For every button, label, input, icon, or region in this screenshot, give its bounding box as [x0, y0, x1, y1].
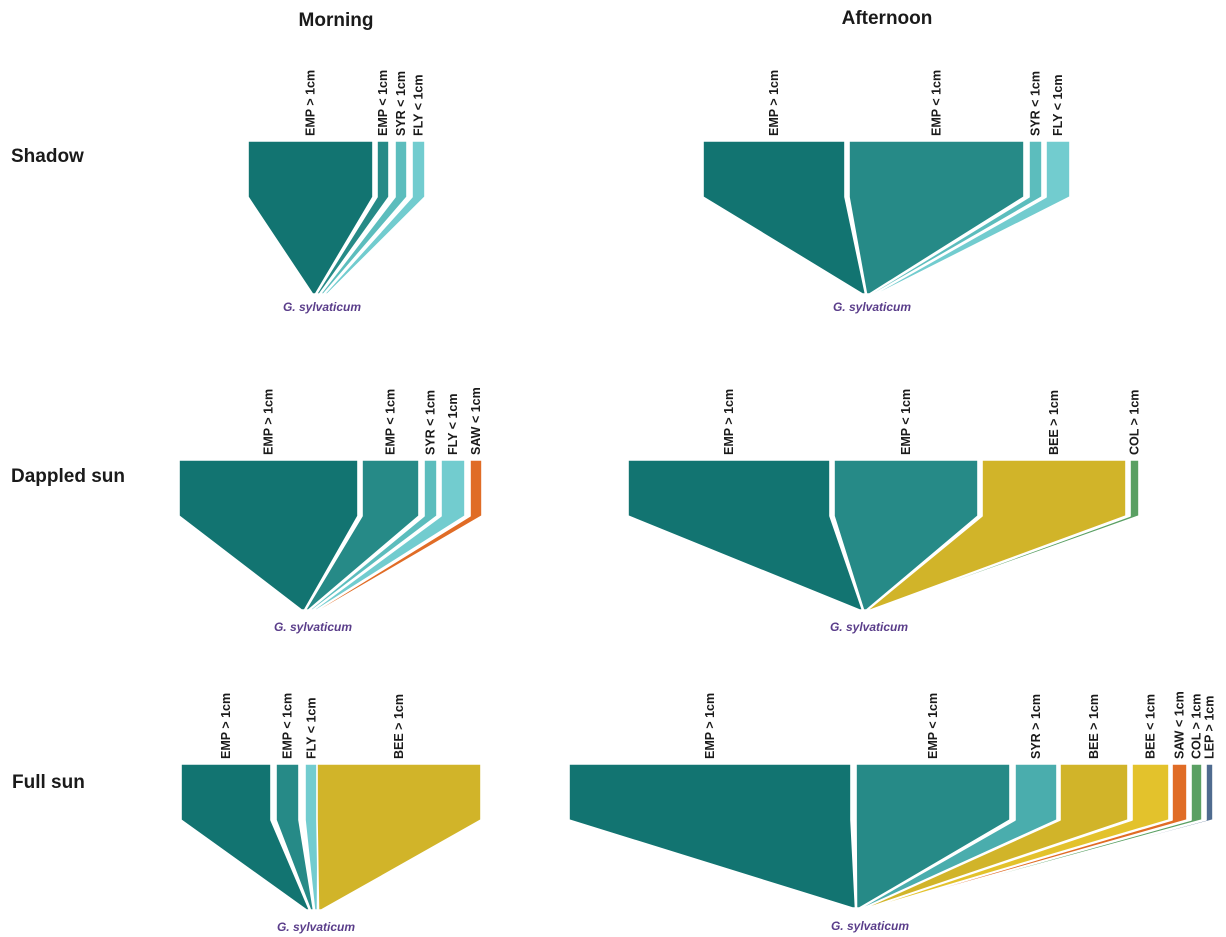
flow-emp-1cm [248, 141, 373, 294]
panel-dappled-morning: EMP > 1cm EMP < 1cm SYR < 1cm FLY < 1cm SAW … [179, 387, 483, 634]
plant-label: G. sylvaticum [277, 920, 355, 934]
panel-full-morning: EMP > 1cm EMP < 1cm FLY < 1cm BEE > 1cm G. s… [181, 693, 481, 934]
flow-bee-1cm [317, 764, 481, 910]
group-label: EMP > 1cm [703, 693, 717, 759]
panel-shadow-afternoon: EMP > 1cm EMP < 1cm SYR < 1cm FLY < 1cm G. s… [703, 70, 1070, 314]
row-label-shadow: Shadow [11, 146, 84, 167]
panel-dappled-afternoon: EMP > 1cm EMP < 1cm BEE > 1cm COL > 1cm G. s… [628, 389, 1142, 634]
group-label: COL > 1cm [1128, 390, 1142, 455]
group-label: SYR < 1cm [394, 71, 408, 136]
group-label: FLY < 1cm [412, 75, 426, 137]
group-label: COL > 1cm [1190, 694, 1204, 759]
group-label: EMP < 1cm [376, 70, 390, 136]
plant-label: G. sylvaticum [833, 300, 911, 314]
plant-label: G. sylvaticum [830, 620, 908, 634]
plant-label: G. sylvaticum [283, 300, 361, 314]
column-title-afternoon: Afternoon [842, 8, 933, 29]
plant-label: G. sylvaticum [831, 919, 909, 933]
panel-full-afternoon: EMP > 1cm EMP < 1cm SYR > 1cm BEE > 1cm BEE … [569, 691, 1217, 933]
flow-emp-1cm [628, 460, 863, 610]
column-title-morning: Morning [299, 10, 374, 31]
group-label: EMP > 1cm [304, 70, 318, 136]
group-label: BEE > 1cm [1047, 390, 1061, 455]
group-label: EMP < 1cm [930, 70, 944, 136]
group-label: FLY < 1cm [1051, 75, 1065, 137]
group-label: BEE < 1cm [1144, 694, 1158, 759]
group-label: EMP > 1cm [262, 389, 276, 455]
group-label: SYR < 1cm [424, 390, 438, 455]
group-label: EMP < 1cm [384, 389, 398, 455]
group-label: EMP > 1cm [767, 70, 781, 136]
group-label: EMP > 1cm [219, 693, 233, 759]
group-label: SYR < 1cm [1029, 71, 1043, 136]
row-label-full-sun: Full sun [12, 772, 85, 793]
plant-label: G. sylvaticum [274, 620, 352, 634]
row-label-dappled-sun: Dappled sun [11, 466, 125, 487]
group-label: EMP > 1cm [722, 389, 736, 455]
group-label: SYR > 1cm [1029, 694, 1043, 759]
group-label: EMP < 1cm [926, 693, 940, 759]
group-label: BEE > 1cm [1087, 694, 1101, 759]
network-panels: EMP > 1cm EMP < 1cm SYR < 1cm FLY < 1cm G. s… [179, 70, 1217, 934]
group-label: LEP > 1cm [1203, 696, 1217, 759]
group-label: FLY < 1cm [305, 698, 319, 760]
panel-shadow-morning: EMP > 1cm EMP < 1cm SYR < 1cm FLY < 1cm G. s… [248, 70, 426, 314]
group-label: EMP < 1cm [281, 693, 295, 759]
group-label: SAW < 1cm [469, 387, 483, 455]
flow-emp-1cm [569, 764, 856, 908]
flow-emp-1cm [703, 141, 866, 294]
group-label: SAW < 1cm [1173, 691, 1187, 759]
group-label: EMP < 1cm [899, 389, 913, 455]
group-label: BEE > 1cm [392, 694, 406, 759]
group-label: FLY < 1cm [446, 394, 460, 456]
